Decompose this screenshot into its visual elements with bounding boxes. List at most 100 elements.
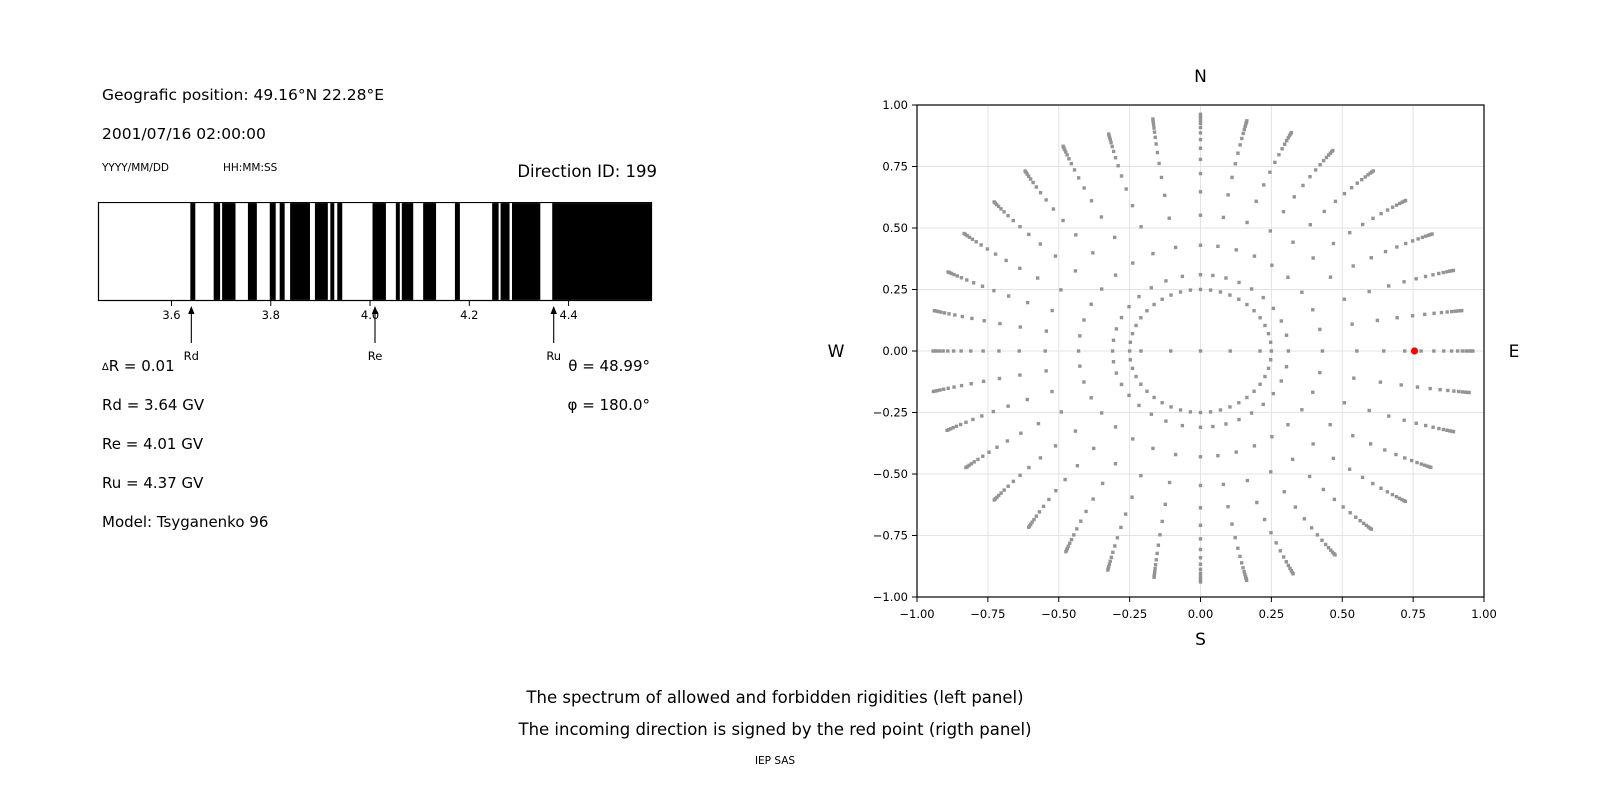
scatter-dot bbox=[981, 379, 986, 384]
allowed-band bbox=[247, 203, 257, 300]
scatter-dot bbox=[1188, 410, 1193, 414]
scatter-dot bbox=[1431, 273, 1435, 277]
scatter-dot bbox=[965, 234, 969, 238]
scatter-dot bbox=[935, 349, 939, 353]
scatter-dot bbox=[1155, 150, 1160, 155]
scatter-dot bbox=[1139, 473, 1143, 478]
scatter-dot bbox=[1448, 429, 1452, 433]
scatter-dot bbox=[931, 349, 935, 353]
scatter-dot bbox=[1063, 477, 1067, 482]
scatter-dot bbox=[1269, 470, 1273, 474]
scatter-dot bbox=[949, 271, 954, 276]
scatter-dot bbox=[1137, 403, 1141, 408]
scatter-dot bbox=[1149, 286, 1154, 290]
scatter-dot bbox=[1350, 322, 1354, 326]
scatter-dot bbox=[1311, 442, 1315, 446]
scatter-dot bbox=[1245, 220, 1249, 225]
rigidity-spectrum-chart: 3.6 3.8 4.0 4.2 4.4Rd Re Ru bbox=[97, 202, 653, 363]
scatter-dot bbox=[1018, 224, 1022, 229]
delta-symbol: ∆ bbox=[102, 362, 109, 373]
scatter-dot bbox=[1471, 349, 1475, 353]
scatter-dot bbox=[995, 445, 999, 449]
y-tick-label: −0.50 bbox=[873, 467, 908, 481]
scatter-dot bbox=[1328, 422, 1332, 427]
allowed-band bbox=[290, 203, 310, 300]
scatter-dot bbox=[1059, 410, 1064, 414]
scatter-dot bbox=[1423, 274, 1428, 279]
scatter-dot bbox=[1038, 456, 1043, 460]
scatter-dot bbox=[1038, 242, 1043, 246]
scatter-dot bbox=[1268, 170, 1272, 174]
scatter-dot bbox=[1332, 497, 1337, 502]
scatter-dot bbox=[1467, 390, 1471, 395]
scatter-dot bbox=[1469, 349, 1473, 353]
scatter-dot bbox=[1198, 116, 1203, 120]
rd-text: Rd = 3.64 GV bbox=[102, 396, 205, 414]
scatter-dot bbox=[1293, 505, 1298, 509]
scatter-dot bbox=[1139, 349, 1143, 353]
scatter-dot bbox=[1198, 190, 1203, 194]
scatter-dot bbox=[1465, 390, 1470, 395]
scatter-dot bbox=[1286, 563, 1291, 568]
y-tick-label: −0.25 bbox=[873, 406, 908, 420]
scatter-dot bbox=[1266, 331, 1271, 336]
scatter-dot bbox=[1198, 580, 1203, 584]
scatter-dot bbox=[954, 424, 959, 428]
allowed-band bbox=[395, 203, 400, 300]
scatter-dot bbox=[1240, 136, 1244, 141]
scatter-dot bbox=[1198, 556, 1203, 560]
scatter-dot bbox=[1243, 572, 1247, 577]
scatter-dot bbox=[1331, 148, 1335, 153]
scatter-dot bbox=[999, 491, 1003, 495]
scatter-dot bbox=[1051, 207, 1056, 211]
scatter-dot bbox=[969, 349, 973, 353]
scatter-dot bbox=[1035, 276, 1040, 280]
re-text: Re = 4.01 GV bbox=[102, 435, 204, 453]
scatter-dot bbox=[1278, 549, 1283, 553]
scatter-dot bbox=[1326, 546, 1331, 550]
scatter-dot bbox=[1439, 310, 1444, 315]
scatter-dot bbox=[1309, 526, 1314, 530]
scatter-dot bbox=[1027, 525, 1031, 529]
scatter-dot bbox=[1249, 287, 1254, 291]
scatter-dot bbox=[987, 450, 991, 454]
scatter-dot bbox=[1234, 248, 1238, 252]
scatter-dot bbox=[1379, 486, 1383, 490]
scatter-dot bbox=[946, 349, 950, 353]
scatter-dot bbox=[1139, 225, 1143, 229]
scatter-dot bbox=[959, 383, 964, 388]
scatter-dot bbox=[1218, 290, 1223, 294]
scatter-dot bbox=[1270, 435, 1274, 439]
scatter-dot bbox=[1383, 448, 1387, 452]
scatter-dot bbox=[1065, 546, 1070, 551]
scatter-dot bbox=[1027, 465, 1031, 470]
scatter-dot bbox=[1243, 124, 1247, 129]
scatter-dot bbox=[1322, 209, 1326, 214]
scatter-dot bbox=[1320, 349, 1325, 353]
scatter-dot bbox=[1258, 349, 1262, 353]
scatter-dot bbox=[1173, 245, 1178, 250]
scatter-dot bbox=[1119, 525, 1123, 530]
scatter-dot bbox=[1308, 223, 1312, 227]
scatter-dot bbox=[1152, 395, 1156, 400]
x-tick-label: 4.4 bbox=[559, 308, 577, 322]
scatter-dot bbox=[1366, 173, 1370, 177]
scatter-dot bbox=[1291, 572, 1295, 576]
cutoff-arrow-head bbox=[550, 306, 557, 314]
scatter-dot bbox=[1280, 147, 1284, 151]
scatter-dot bbox=[1053, 444, 1058, 448]
scatter-dot bbox=[1431, 425, 1435, 429]
scatter-dot bbox=[1262, 183, 1266, 187]
scatter-dot bbox=[967, 463, 971, 468]
scatter-dot bbox=[1115, 536, 1120, 540]
caption-line-1: The spectrum of allowed and forbidden ri… bbox=[526, 688, 1024, 707]
scatter-dot bbox=[1218, 408, 1223, 412]
allowed-band bbox=[500, 203, 510, 300]
scatter-dot bbox=[1089, 396, 1093, 400]
scatter-dot bbox=[1424, 234, 1428, 238]
scatter-dot bbox=[1113, 235, 1117, 240]
scatter-dot bbox=[1245, 119, 1249, 123]
scatter-dot bbox=[1387, 284, 1391, 288]
scatter-dot bbox=[997, 376, 1002, 381]
scatter-dot bbox=[1131, 437, 1135, 441]
